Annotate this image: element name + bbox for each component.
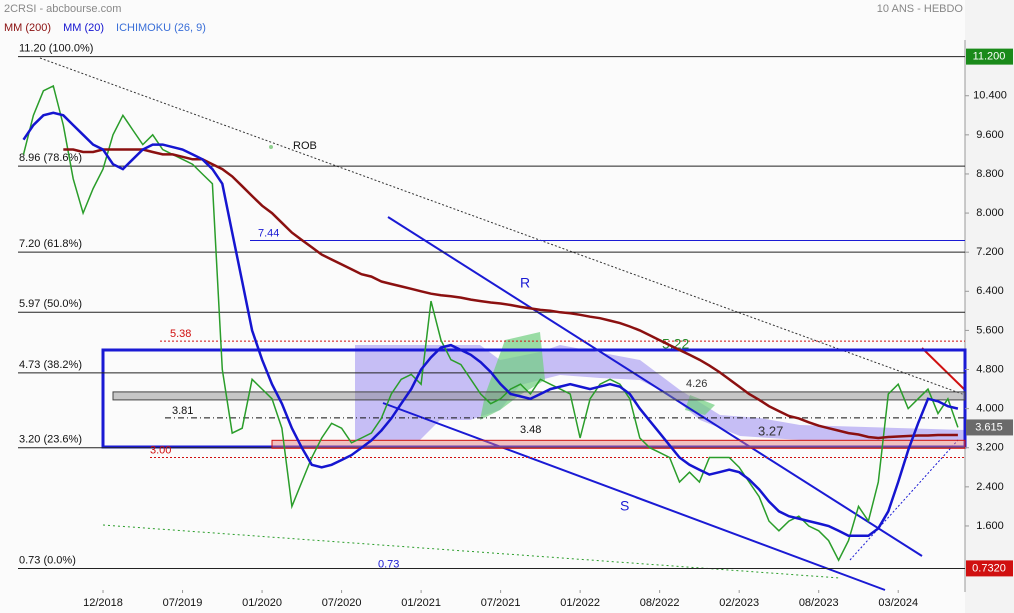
x-tick-label: 02/2023 — [719, 597, 759, 609]
y-tick-label: 7.200 — [976, 246, 1004, 258]
y-tick-label: 8.000 — [976, 207, 1004, 219]
resistance-line — [387, 216, 923, 557]
level-label: 3.81 — [172, 405, 193, 417]
level-label: 3.48 — [520, 424, 541, 436]
x-tick-label: 08/2023 — [799, 597, 839, 609]
x-tick-label: 01/2021 — [401, 597, 441, 609]
x-tick-label: 12/2018 — [83, 597, 123, 609]
level-band — [271, 439, 966, 449]
level-label: 3.27 — [758, 424, 783, 439]
fib-label: 4.73 (38.2%) — [19, 359, 82, 371]
price-axis-area — [965, 0, 1014, 613]
legend-entry: MM (20) — [63, 22, 104, 34]
annotation: R — [520, 275, 530, 291]
x-tick-label: 07/2020 — [322, 597, 362, 609]
price-badge-label: 3.615 — [975, 421, 1003, 433]
y-tick-label: 5.600 — [976, 324, 1004, 336]
legend-entry: MM (200) — [4, 22, 51, 34]
x-tick-label: 07/2021 — [481, 597, 521, 609]
price-badge — [966, 48, 1013, 65]
x-tick-label: 01/2022 — [560, 597, 600, 609]
support-line — [382, 402, 886, 591]
fib-label: 3.20 (23.6%) — [19, 434, 82, 446]
price-badge — [966, 560, 1013, 577]
cloud-green — [480, 332, 545, 420]
y-tick-label: 1.600 — [976, 520, 1004, 532]
price-badge-label: 0.7320 — [972, 562, 1006, 574]
y-tick-label: 6.400 — [976, 285, 1004, 297]
trend-line — [921, 347, 966, 391]
x-tick-label: 08/2022 — [640, 597, 680, 609]
y-tick-label: 4.800 — [976, 363, 1004, 375]
x-tick-label: 07/2019 — [163, 597, 203, 609]
chart-subtitle: 10 ANS - HEBDO — [877, 3, 964, 15]
trend-line — [849, 439, 959, 561]
chart-title: 2CRSI - abcbourse.com — [4, 3, 121, 15]
price-badge — [966, 419, 1013, 436]
moving-average — [22, 111, 959, 537]
fib-label: 5.97 (50.0%) — [19, 298, 82, 310]
y-tick-label: 2.400 — [976, 481, 1004, 493]
annotation: ROB — [293, 140, 317, 152]
marker-dot — [269, 145, 273, 149]
fib-label: 8.96 (78.6%) — [19, 152, 82, 164]
level-label: 4.26 — [686, 378, 707, 390]
annotation: S — [620, 498, 629, 514]
fib-label: 11.20 (100.0%) — [19, 43, 93, 55]
y-tick-label: 9.600 — [976, 129, 1004, 141]
moving-average — [63, 148, 958, 440]
x-tick-label: 03/2024 — [878, 597, 918, 609]
fib-label: 7.20 (61.8%) — [19, 238, 82, 250]
trend-line — [39, 57, 966, 396]
level-label: 3.00 — [150, 444, 171, 456]
level-label: 5.38 — [170, 328, 191, 340]
y-tick-label: 3.200 — [976, 442, 1004, 454]
level-label: 7.44 — [258, 227, 279, 239]
trend-line — [102, 524, 841, 579]
y-tick-label: 4.000 — [976, 403, 1004, 415]
level-label: 5.22 — [662, 336, 689, 352]
legend-entry: ICHIMOKU (26, 9) — [116, 22, 206, 34]
y-tick-label: 8.800 — [976, 168, 1004, 180]
y-tick-label: 10.400 — [973, 90, 1007, 102]
price-badge-label: 11.200 — [973, 51, 1006, 63]
level-label: 0.73 — [378, 558, 399, 570]
x-tick-label: 01/2020 — [242, 597, 282, 609]
fib-label: 0.73 (0.0%) — [19, 554, 76, 566]
